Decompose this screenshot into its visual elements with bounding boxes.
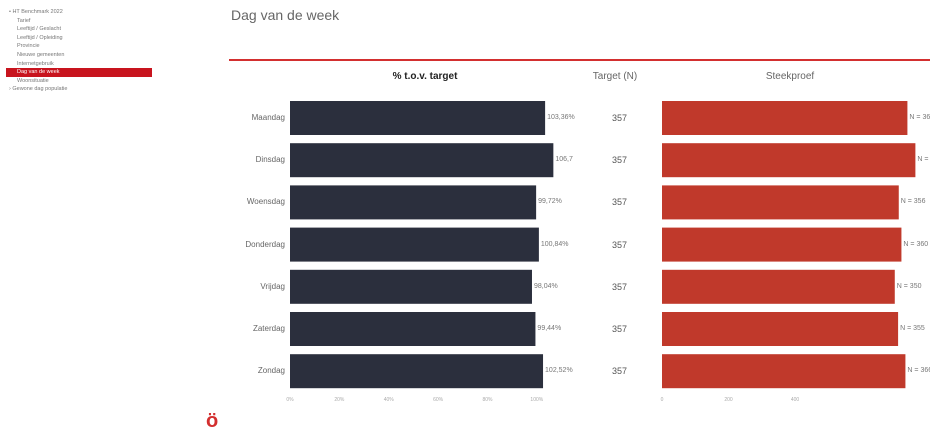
pct-axis-tick: 20% bbox=[334, 397, 345, 403]
sidebar-item[interactable]: › Gewone dag populatie bbox=[9, 86, 68, 93]
pct-data-label: 106,7 bbox=[555, 156, 573, 164]
header-target: Target (N) bbox=[592, 71, 638, 82]
header-sample: Steekproef bbox=[765, 71, 815, 82]
sample-data-label: N = 356 bbox=[900, 198, 926, 206]
brand-logo-icon: ö bbox=[206, 410, 219, 432]
sample-data-label: N = 355 bbox=[900, 325, 925, 332]
category-label: Vrijdag bbox=[260, 281, 285, 291]
sample-data-label: N = 360 bbox=[903, 240, 929, 248]
sample-bar bbox=[662, 227, 902, 262]
target-value: 357 bbox=[612, 113, 628, 123]
sidebar-item[interactable]: Leeftijd / Geslacht bbox=[17, 26, 62, 33]
target-value: 357 bbox=[612, 324, 628, 334]
sidebar-nav: • HT Benchmark 2022 Tarief Leeftijd / Gesl… bbox=[6, 8, 152, 94]
sidebar-item[interactable]: • HT Benchmark 2022 bbox=[9, 9, 63, 15]
category-label: Zaterdag bbox=[252, 324, 285, 333]
category-label: Donderdag bbox=[245, 239, 285, 249]
category-label: Zondag bbox=[257, 366, 285, 376]
pct-axis-tick: 100% bbox=[530, 397, 544, 403]
pct-data-label: 103,36% bbox=[547, 114, 575, 121]
pct-data-label: 99,72% bbox=[538, 198, 562, 206]
category-label: Woensdag bbox=[246, 197, 285, 207]
pct-bar bbox=[290, 101, 546, 135]
sample-bar bbox=[662, 354, 906, 389]
sidebar-item[interactable]: Tarief bbox=[17, 17, 31, 24]
sidebar-item[interactable]: Woonsituatie bbox=[17, 77, 49, 84]
sample-axis-tick: 200 bbox=[724, 397, 733, 403]
sample-bar bbox=[662, 312, 899, 346]
title-divider bbox=[229, 59, 930, 61]
pct-bar bbox=[290, 269, 532, 304]
pct-axis-tick: 40% bbox=[383, 397, 394, 403]
sidebar-item[interactable]: Dag van de week bbox=[6, 68, 152, 77]
pct-bar bbox=[290, 227, 539, 262]
pct-bar bbox=[290, 185, 537, 220]
sample-bar bbox=[662, 101, 908, 135]
sample-data-label: N = 366 bbox=[907, 367, 930, 375]
target-value: 357 bbox=[612, 197, 628, 208]
sidebar-item[interactable]: Nieuwe gemeenten bbox=[17, 51, 65, 58]
pct-axis-tick: 80% bbox=[482, 397, 493, 403]
pct-axis-tick: 0% bbox=[286, 397, 294, 403]
sidebar-item[interactable]: Internetgebruik bbox=[17, 60, 54, 67]
sample-data-label: N = 381 bbox=[917, 156, 930, 164]
pct-data-label: 98,04% bbox=[533, 282, 558, 290]
pct-data-label: 100,84% bbox=[540, 240, 569, 248]
target-value: 357 bbox=[612, 281, 628, 292]
pct-axis-tick: 60% bbox=[433, 397, 444, 403]
pct-data-label: 102,52% bbox=[545, 367, 573, 375]
category-label: Dinsdag bbox=[255, 155, 285, 165]
header-pct: % t.o.v. target bbox=[392, 71, 458, 82]
sample-data-label: N = 369 bbox=[909, 114, 930, 121]
target-value: 357 bbox=[612, 239, 628, 250]
category-label: Maandag bbox=[251, 113, 285, 122]
pct-data-label: 99,44% bbox=[537, 325, 562, 332]
sample-bar bbox=[662, 143, 916, 178]
sidebar-item[interactable]: Leeftijd / Opleiding bbox=[17, 34, 63, 41]
sample-axis-tick: 0 bbox=[660, 397, 664, 403]
target-value: 357 bbox=[612, 366, 628, 377]
sample-bar bbox=[662, 185, 899, 220]
sample-data-label: N = 350 bbox=[896, 282, 922, 290]
sidebar-item[interactable]: Provincie bbox=[17, 43, 40, 50]
sample-bar bbox=[662, 269, 895, 304]
page-title: Dag van de week bbox=[231, 7, 340, 23]
target-value: 357 bbox=[612, 155, 628, 166]
pct-bar bbox=[290, 143, 554, 178]
pct-bar bbox=[290, 312, 536, 346]
pct-bar bbox=[290, 354, 544, 389]
sample-axis-tick: 400 bbox=[790, 397, 800, 403]
